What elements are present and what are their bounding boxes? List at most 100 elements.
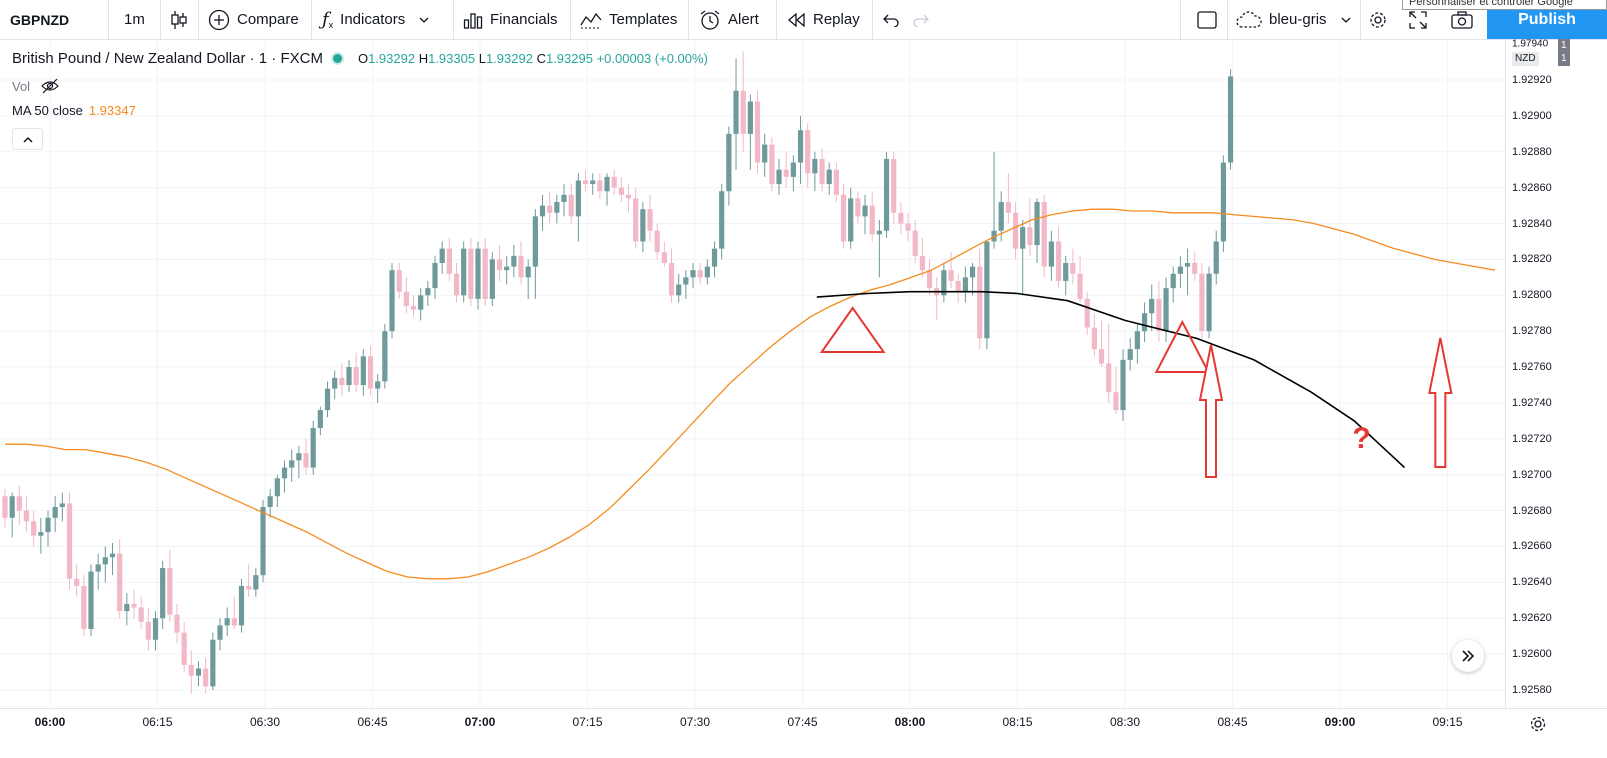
candle-body [1206, 273, 1212, 332]
interval-button[interactable]: 1m [124, 0, 145, 39]
fullscreen-toggle[interactable] [1196, 0, 1218, 39]
square-icon [1197, 10, 1217, 29]
triangle-marker [1154, 319, 1210, 373]
chart-settings-button[interactable] [1527, 713, 1549, 735]
redo-button[interactable] [912, 0, 930, 39]
candle-body [188, 664, 194, 676]
candle-body [45, 517, 51, 533]
templates-label: Templates [609, 11, 678, 28]
candle-body [317, 410, 323, 429]
candle-body [511, 255, 517, 267]
candle-body [360, 356, 366, 385]
close-value: 1.93295 [545, 51, 593, 66]
toolbar-divider [311, 0, 312, 39]
snapshot-button[interactable] [1450, 0, 1474, 39]
candle-body [131, 603, 137, 608]
collapse-legend-button[interactable] [12, 128, 43, 150]
close-key: C [536, 51, 546, 66]
price-axis[interactable]: NZD 1 1 1.97940 1.92920 1.92900 1.92880 1.92… [1505, 38, 1607, 708]
candle-body [575, 180, 581, 217]
scroll-to-realtime-button[interactable] [1452, 640, 1484, 672]
templates-button[interactable]: Templates [580, 0, 677, 39]
time-axis-label: 09:00 [1324, 715, 1356, 729]
expand-button[interactable] [1408, 0, 1428, 39]
candle-body [1005, 202, 1011, 213]
candle-body [604, 176, 610, 192]
candle-body [1091, 327, 1097, 350]
candle-body [95, 564, 101, 572]
alert-button[interactable]: Alert [699, 0, 759, 39]
price-tag-value: 1 [1558, 52, 1570, 66]
replay-button[interactable]: Replay [788, 0, 860, 39]
candle-body [1020, 227, 1026, 249]
toolbar-divider [776, 0, 777, 39]
price-axis-label: 1.92640 [1512, 576, 1552, 589]
candle-body [1048, 241, 1054, 267]
time-axis-label: 06:30 [249, 715, 281, 729]
high-value: 1.93305 [428, 51, 476, 66]
layout-dropdown[interactable]: bleu-gris [1236, 0, 1351, 39]
candle-body [16, 496, 22, 511]
candle-body [396, 270, 402, 292]
low-value: 1.93292 [485, 51, 533, 66]
time-axis-label: 08:00 [894, 715, 926, 729]
candle-body [762, 144, 768, 163]
eye-hidden-icon[interactable] [40, 78, 60, 94]
browser-tooltip: Personnaliser et contrôler Google [1402, 0, 1607, 10]
drawn-curve [816, 290, 1406, 469]
candle-body [797, 130, 804, 163]
candle-body [661, 252, 667, 263]
indicators-label: Indicators [340, 11, 406, 28]
candle-body [690, 270, 696, 278]
candle-body [633, 198, 639, 242]
settings-button[interactable] [1368, 0, 1388, 39]
candle-body [504, 266, 510, 271]
ma-legend: MA 50 close 1.93347 [12, 103, 136, 118]
up-arrow-marker [1428, 337, 1453, 468]
chart-type-button[interactable] [170, 0, 188, 39]
alert-label: Alert [728, 11, 759, 28]
candle-body [883, 158, 890, 231]
toolbar-divider [108, 0, 109, 39]
triangle-marker [819, 306, 886, 353]
symbol-search[interactable]: GBPNZD [10, 0, 69, 39]
indicators-button[interactable]: ƒ x Indicators [322, 0, 429, 39]
candle-body [382, 331, 388, 382]
chart-legend: British Pound / New Zealand Dollar · 1 ·… [12, 50, 708, 67]
chevron-down-icon [419, 17, 429, 23]
chevron-up-icon [22, 136, 33, 143]
bar-chart-icon [463, 12, 483, 29]
function-icon: ƒ [322, 9, 329, 30]
candle-body [496, 259, 503, 271]
candle-body [1177, 266, 1183, 274]
candle-body [425, 288, 431, 296]
candle-body [81, 585, 87, 629]
candle-body [489, 259, 495, 299]
candle-body [482, 248, 488, 299]
candle-body [1077, 273, 1083, 299]
candle-body [1034, 202, 1040, 246]
undo-button[interactable] [882, 0, 900, 39]
candle-body [246, 585, 252, 590]
candles-icon [171, 10, 187, 29]
candle-body [984, 241, 990, 339]
time-axis-label: 06:45 [357, 715, 388, 729]
candle-body [833, 169, 839, 195]
up-arrow-marker [1198, 344, 1224, 478]
candle-body [418, 295, 424, 310]
price-axis-label: 1.97940 [1512, 38, 1549, 50]
time-axis-label: 06:15 [142, 715, 173, 729]
candle-body [819, 158, 825, 185]
financials-button[interactable]: Financials [463, 0, 558, 39]
candle-body [733, 90, 739, 134]
symbol-label: GBPNZD [10, 11, 70, 28]
price-chart[interactable]: ? [0, 40, 1505, 708]
compare-button[interactable]: Compare [208, 0, 299, 39]
candle-body [66, 503, 73, 579]
candle-body [776, 169, 782, 185]
time-axis[interactable]: 06:00 06:15 06:30 06:45 07:00 07:15 07:30 07:45… [0, 708, 1607, 758]
candle-body [160, 568, 166, 619]
candle-body [848, 198, 854, 242]
candle-body [704, 266, 710, 278]
candle-body [475, 248, 481, 299]
